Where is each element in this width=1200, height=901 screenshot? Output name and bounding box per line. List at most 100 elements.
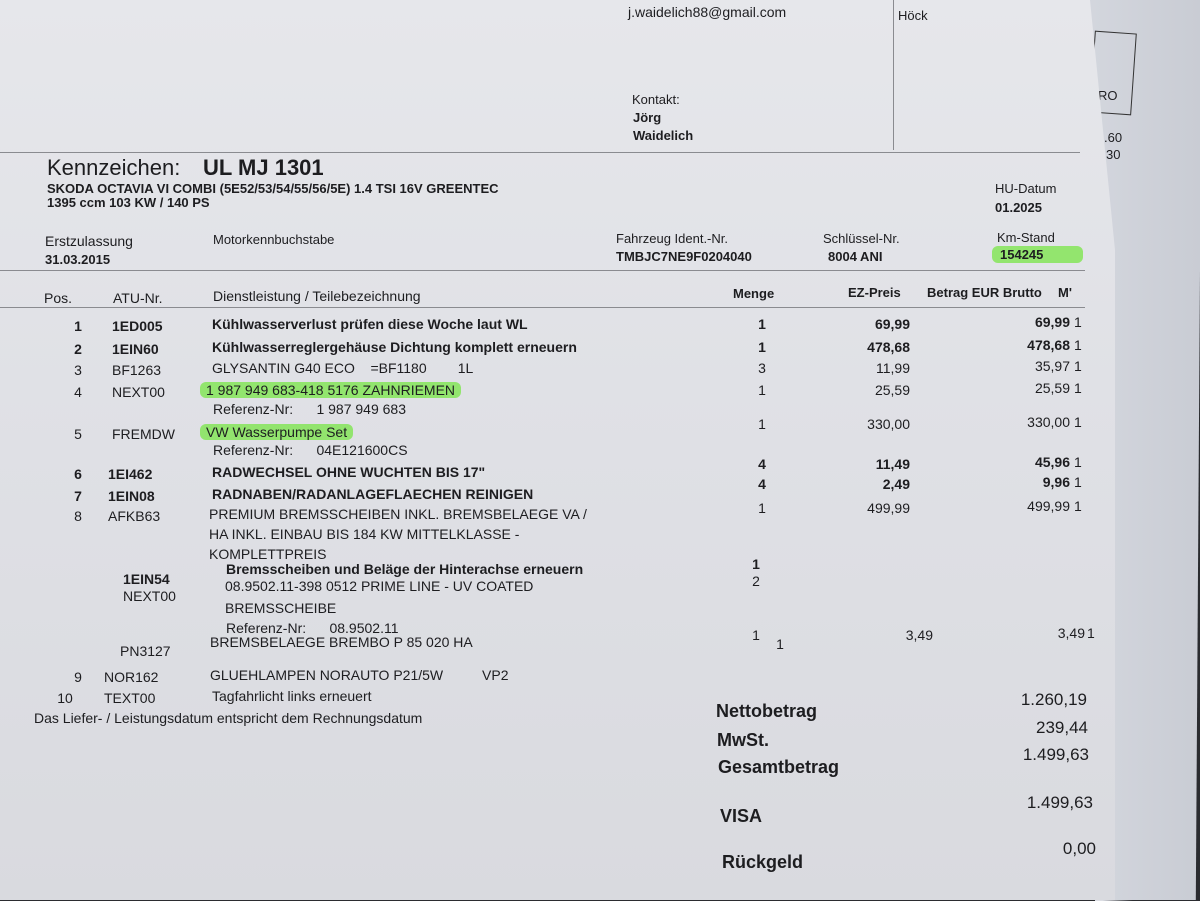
row-unit-price: 3,49 bbox=[905, 627, 933, 643]
row-description: Kühlwasserverlust prüfen diese Woche lau… bbox=[212, 316, 528, 332]
customer-email: j.waidelich88@gmail.com bbox=[628, 4, 787, 20]
row-atu-number: 1ED005 bbox=[112, 318, 163, 334]
row-atu-number: BF1263 bbox=[112, 362, 162, 378]
row-description: KOMPLETTPREIS bbox=[209, 546, 327, 562]
row-unit-price: 478,68 bbox=[867, 339, 910, 355]
divider bbox=[0, 152, 1080, 153]
row-description: 1 987 949 683-418 5176 ZAHNRIEMEN bbox=[200, 382, 462, 398]
engine-code-label: Motorkennbuchstabe bbox=[213, 232, 335, 247]
row-total: 45,96 bbox=[1034, 454, 1070, 470]
row-total: 35,97 bbox=[1034, 358, 1070, 374]
divider bbox=[893, 0, 894, 150]
row-vat-code: 1 bbox=[1074, 337, 1082, 353]
row-quantity: 4 bbox=[758, 476, 766, 492]
row-position: 8 bbox=[74, 508, 82, 524]
row-atu-number: AFKB63 bbox=[108, 508, 161, 524]
row-position: 5 bbox=[74, 426, 82, 442]
row-vat-code: 1 bbox=[1074, 414, 1082, 430]
km-value: 154245 bbox=[992, 246, 1084, 263]
contact-first-name: Jörg bbox=[633, 110, 662, 125]
col-total: Betrag EUR Brutto bbox=[927, 285, 1042, 300]
sub-atu-number: PN3127 bbox=[120, 643, 171, 659]
license-plate: UL MJ 1301 bbox=[203, 155, 324, 180]
col-vat: M' bbox=[1058, 285, 1072, 300]
sub-description: Bremsscheiben und Beläge der Hinterachse… bbox=[226, 561, 584, 577]
row-unit-price: 11,99 bbox=[876, 360, 910, 376]
sub-atu-number: 1EIN54 bbox=[123, 571, 170, 587]
row-total: 3,49 bbox=[1057, 625, 1085, 641]
sub-atu-number: NEXT00 bbox=[123, 588, 176, 604]
row-description: VW Wasserpumpe Set bbox=[200, 424, 354, 440]
plate-label: Kennzeichen: bbox=[47, 155, 181, 180]
col-pos: Pos. bbox=[44, 290, 73, 306]
col-description: Dienstleistung / Teilebezeichnung bbox=[213, 288, 421, 304]
sub-quantity: 1 bbox=[752, 556, 760, 572]
net-amount: 1.260,19 bbox=[1020, 690, 1087, 709]
vehicle-model: SKODA OCTAVIA VI COMBI (5E52/53/54/55/56… bbox=[47, 181, 499, 196]
row-vat-code: 1 bbox=[1074, 454, 1082, 470]
sub-description: BREMSBELAEGE BREMBO P 85 020 HA bbox=[210, 634, 473, 650]
col-quantity: Menge bbox=[733, 286, 775, 301]
km-label: Km-Stand bbox=[997, 230, 1055, 245]
row-position: 2 bbox=[74, 341, 82, 357]
row-position: 6 bbox=[74, 466, 82, 482]
row-reference: Referenz-Nr: 1 987 949 683 bbox=[213, 401, 406, 417]
hu-date: 01.2025 bbox=[995, 200, 1042, 215]
row-vat-code: 1 bbox=[1074, 314, 1082, 330]
row-atu-number: FREMDW bbox=[112, 426, 175, 442]
row-reference: Referenz-Nr: 04E121600CS bbox=[213, 442, 408, 458]
vin-value: TMBJC7NE9F0204040 bbox=[616, 249, 752, 264]
sub-description: 08.9502.11-398 0512 PRIME LINE - UV COAT… bbox=[225, 578, 534, 594]
row-quantity: 1 bbox=[758, 416, 766, 432]
gross-label: Gesamtbetrag bbox=[718, 757, 840, 777]
vat-amount: 239,44 bbox=[1036, 718, 1088, 737]
row-atu-number: NEXT00 bbox=[112, 384, 165, 400]
row-vat-code: 1 bbox=[1074, 474, 1082, 490]
row-quantity: 1 bbox=[758, 500, 766, 516]
row-atu-number: 1EIN08 bbox=[108, 488, 155, 504]
first-registration-date: 31.03.2015 bbox=[45, 252, 111, 267]
row-position: 1 bbox=[74, 318, 82, 334]
first-registration-label: Erstzulassung bbox=[45, 233, 133, 249]
divider bbox=[0, 307, 1085, 308]
sub-description: BREMSSCHEIBE bbox=[225, 600, 337, 616]
row-quantity: 1 bbox=[758, 316, 766, 332]
row-unit-price: 11,49 bbox=[875, 456, 910, 472]
row-atu-number: NOR162 bbox=[104, 669, 159, 685]
hu-label: HU-Datum bbox=[995, 181, 1057, 196]
change-amount: 0,00 bbox=[1062, 839, 1096, 858]
row-description: RADNABEN/RADANLAGEFLAECHEN REINIGEN bbox=[212, 486, 534, 502]
row-vat-code: 1 bbox=[1074, 358, 1082, 374]
row-position: 4 bbox=[74, 384, 82, 400]
row-quantity: 1 bbox=[776, 636, 784, 652]
gross-amount: 1.499,63 bbox=[1022, 745, 1089, 764]
net-label: Nettobetrag bbox=[716, 701, 818, 721]
contact-last-name: Waidelich bbox=[633, 128, 694, 143]
row-unit-price: 25,59 bbox=[874, 382, 910, 398]
row-position: 7 bbox=[74, 488, 82, 504]
change-label: Rückgeld bbox=[722, 852, 804, 872]
row-description: Kühlwasserreglergehäuse Dichtung komplet… bbox=[212, 339, 577, 355]
contact-label: Kontakt: bbox=[632, 92, 680, 107]
footnote: Das Liefer- / Leistungsdatum entspricht … bbox=[34, 710, 423, 726]
vin-label: Fahrzeug Ident.-Nr. bbox=[616, 231, 728, 246]
sub-quantity: 2 bbox=[752, 573, 760, 589]
row-quantity: 3 bbox=[758, 360, 766, 376]
row-quantity: 1 bbox=[758, 382, 766, 398]
row-description: GLUEHLAMPEN NORAUTO P21/5W VP2 bbox=[210, 667, 509, 683]
vat-label: MwSt. bbox=[717, 730, 769, 750]
row-total: 25,59 bbox=[1034, 380, 1070, 396]
row-quantity: 4 bbox=[758, 456, 766, 472]
row-description: RADWECHSEL OHNE WUCHTEN BIS 17" bbox=[212, 464, 486, 480]
row-vat-code: 1 bbox=[1074, 380, 1082, 396]
sub-quantity: 1 bbox=[752, 627, 760, 643]
row-unit-price: 499,99 bbox=[867, 500, 910, 516]
row-description: PREMIUM BREMSSCHEIBEN INKL. BREMSBELAEGE… bbox=[209, 506, 587, 522]
payment-amount: 1.499,63 bbox=[1026, 793, 1093, 812]
col-unit-price: EZ-Preis bbox=[848, 285, 901, 300]
row-total: 499,99 bbox=[1027, 498, 1070, 514]
row-position: 10 bbox=[57, 690, 73, 706]
side-fragment: .60 bbox=[1104, 130, 1123, 145]
row-quantity: 1 bbox=[758, 339, 766, 355]
invoice-page: j.waidelich88@gmail.com Höck Kontakt: Jö… bbox=[0, 0, 1115, 900]
